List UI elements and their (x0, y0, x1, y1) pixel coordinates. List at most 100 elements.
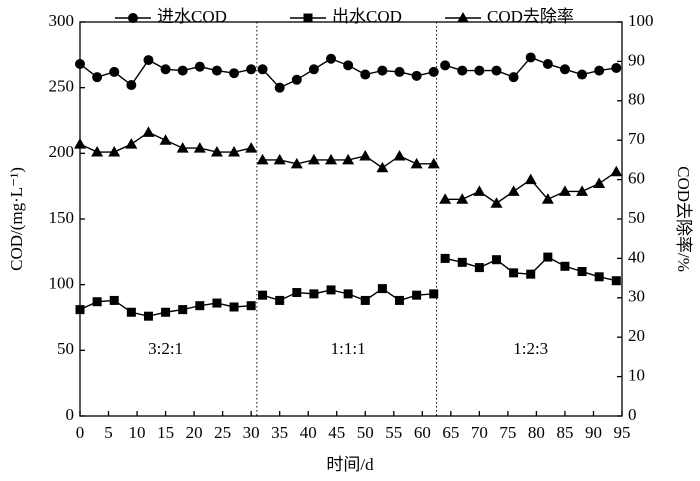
data-point (526, 269, 536, 279)
data-point (176, 142, 189, 153)
data-point (360, 295, 370, 305)
data-point (593, 177, 606, 189)
data-point (161, 307, 171, 317)
data-point (611, 276, 621, 286)
data-point (377, 284, 387, 294)
x-tick-label: 65 (442, 423, 459, 442)
data-point (490, 197, 503, 208)
data-point (428, 66, 439, 77)
data-point (343, 60, 354, 71)
data-point (412, 290, 422, 300)
data-point (177, 65, 188, 76)
data-point (292, 288, 302, 298)
data-point (439, 193, 452, 204)
data-point (125, 138, 138, 149)
data-point (594, 272, 604, 282)
x-tick-label: 15 (157, 423, 174, 442)
data-point (291, 74, 302, 85)
data-point (393, 149, 406, 161)
data-point (108, 146, 121, 157)
data-point (258, 290, 268, 300)
data-point (394, 295, 404, 305)
x-tick-label: 60 (414, 423, 431, 442)
x-axis-label: 时间/d (326, 455, 374, 474)
data-point (507, 185, 520, 196)
x-tick-label: 35 (271, 423, 288, 442)
y2-tick-label: 10 (628, 366, 645, 385)
data-point (542, 59, 553, 70)
data-point (508, 72, 519, 83)
legend-label: 进水COD (157, 7, 227, 26)
data-point (360, 69, 371, 80)
data-point (212, 298, 222, 308)
data-point (229, 302, 239, 312)
y2-tick-label: 60 (628, 169, 645, 188)
data-point (559, 64, 570, 75)
data-point (560, 261, 570, 271)
x-tick-label: 20 (186, 423, 203, 442)
data-point (473, 185, 486, 196)
y-tick-label: 200 (49, 142, 75, 161)
data-point (524, 173, 537, 185)
data-point (427, 157, 440, 169)
y2-tick-label: 30 (628, 287, 645, 306)
y-tick-label: 250 (49, 77, 75, 96)
data-point (326, 285, 336, 295)
y2-tick-label: 90 (628, 50, 645, 69)
data-point (342, 153, 355, 165)
data-point (610, 165, 623, 177)
data-point (126, 307, 136, 317)
data-point (611, 62, 622, 73)
y2-tick-label: 70 (628, 129, 645, 148)
annotation: 3:2:1 (148, 339, 183, 358)
y2-tick-label: 40 (628, 247, 645, 266)
data-point (178, 305, 188, 315)
x-tick-label: 5 (104, 423, 113, 442)
data-point (509, 268, 519, 278)
data-point (74, 138, 86, 149)
y-tick-label: 50 (57, 339, 74, 358)
x-tick-label: 70 (471, 423, 488, 442)
data-point (440, 253, 450, 263)
legend-label: COD去除率 (487, 7, 574, 26)
x-tick-label: 90 (585, 423, 602, 442)
data-point (457, 65, 468, 76)
data-point (142, 126, 155, 137)
data-point (257, 64, 268, 75)
data-point (160, 64, 171, 75)
data-point (308, 64, 319, 75)
data-point (543, 252, 553, 262)
y2-tick-label: 20 (628, 326, 645, 345)
data-point (376, 161, 389, 173)
data-point (325, 153, 338, 165)
data-point (411, 70, 422, 81)
data-point (274, 82, 285, 93)
data-point (307, 153, 320, 165)
data-point (92, 72, 103, 83)
x-tick-label: 10 (129, 423, 146, 442)
data-point (394, 66, 405, 77)
data-point (491, 65, 502, 76)
data-point (326, 53, 337, 64)
data-point (143, 55, 154, 66)
x-tick-label: 80 (528, 423, 545, 442)
data-point (75, 305, 85, 315)
data-point (474, 263, 484, 273)
data-point (75, 59, 85, 70)
y-tick-label: 300 (49, 11, 75, 30)
data-point (159, 134, 172, 145)
data-point (525, 52, 536, 63)
data-point (245, 142, 258, 153)
data-point (275, 295, 285, 305)
data-point (456, 193, 469, 204)
data-point (273, 153, 286, 165)
data-point (491, 255, 501, 265)
data-point (440, 60, 451, 71)
data-point (126, 80, 137, 91)
annotation: 1:2:3 (513, 339, 548, 358)
x-tick-label: 85 (556, 423, 573, 442)
data-point (195, 301, 205, 311)
data-point (457, 257, 467, 267)
data-point (377, 65, 388, 76)
